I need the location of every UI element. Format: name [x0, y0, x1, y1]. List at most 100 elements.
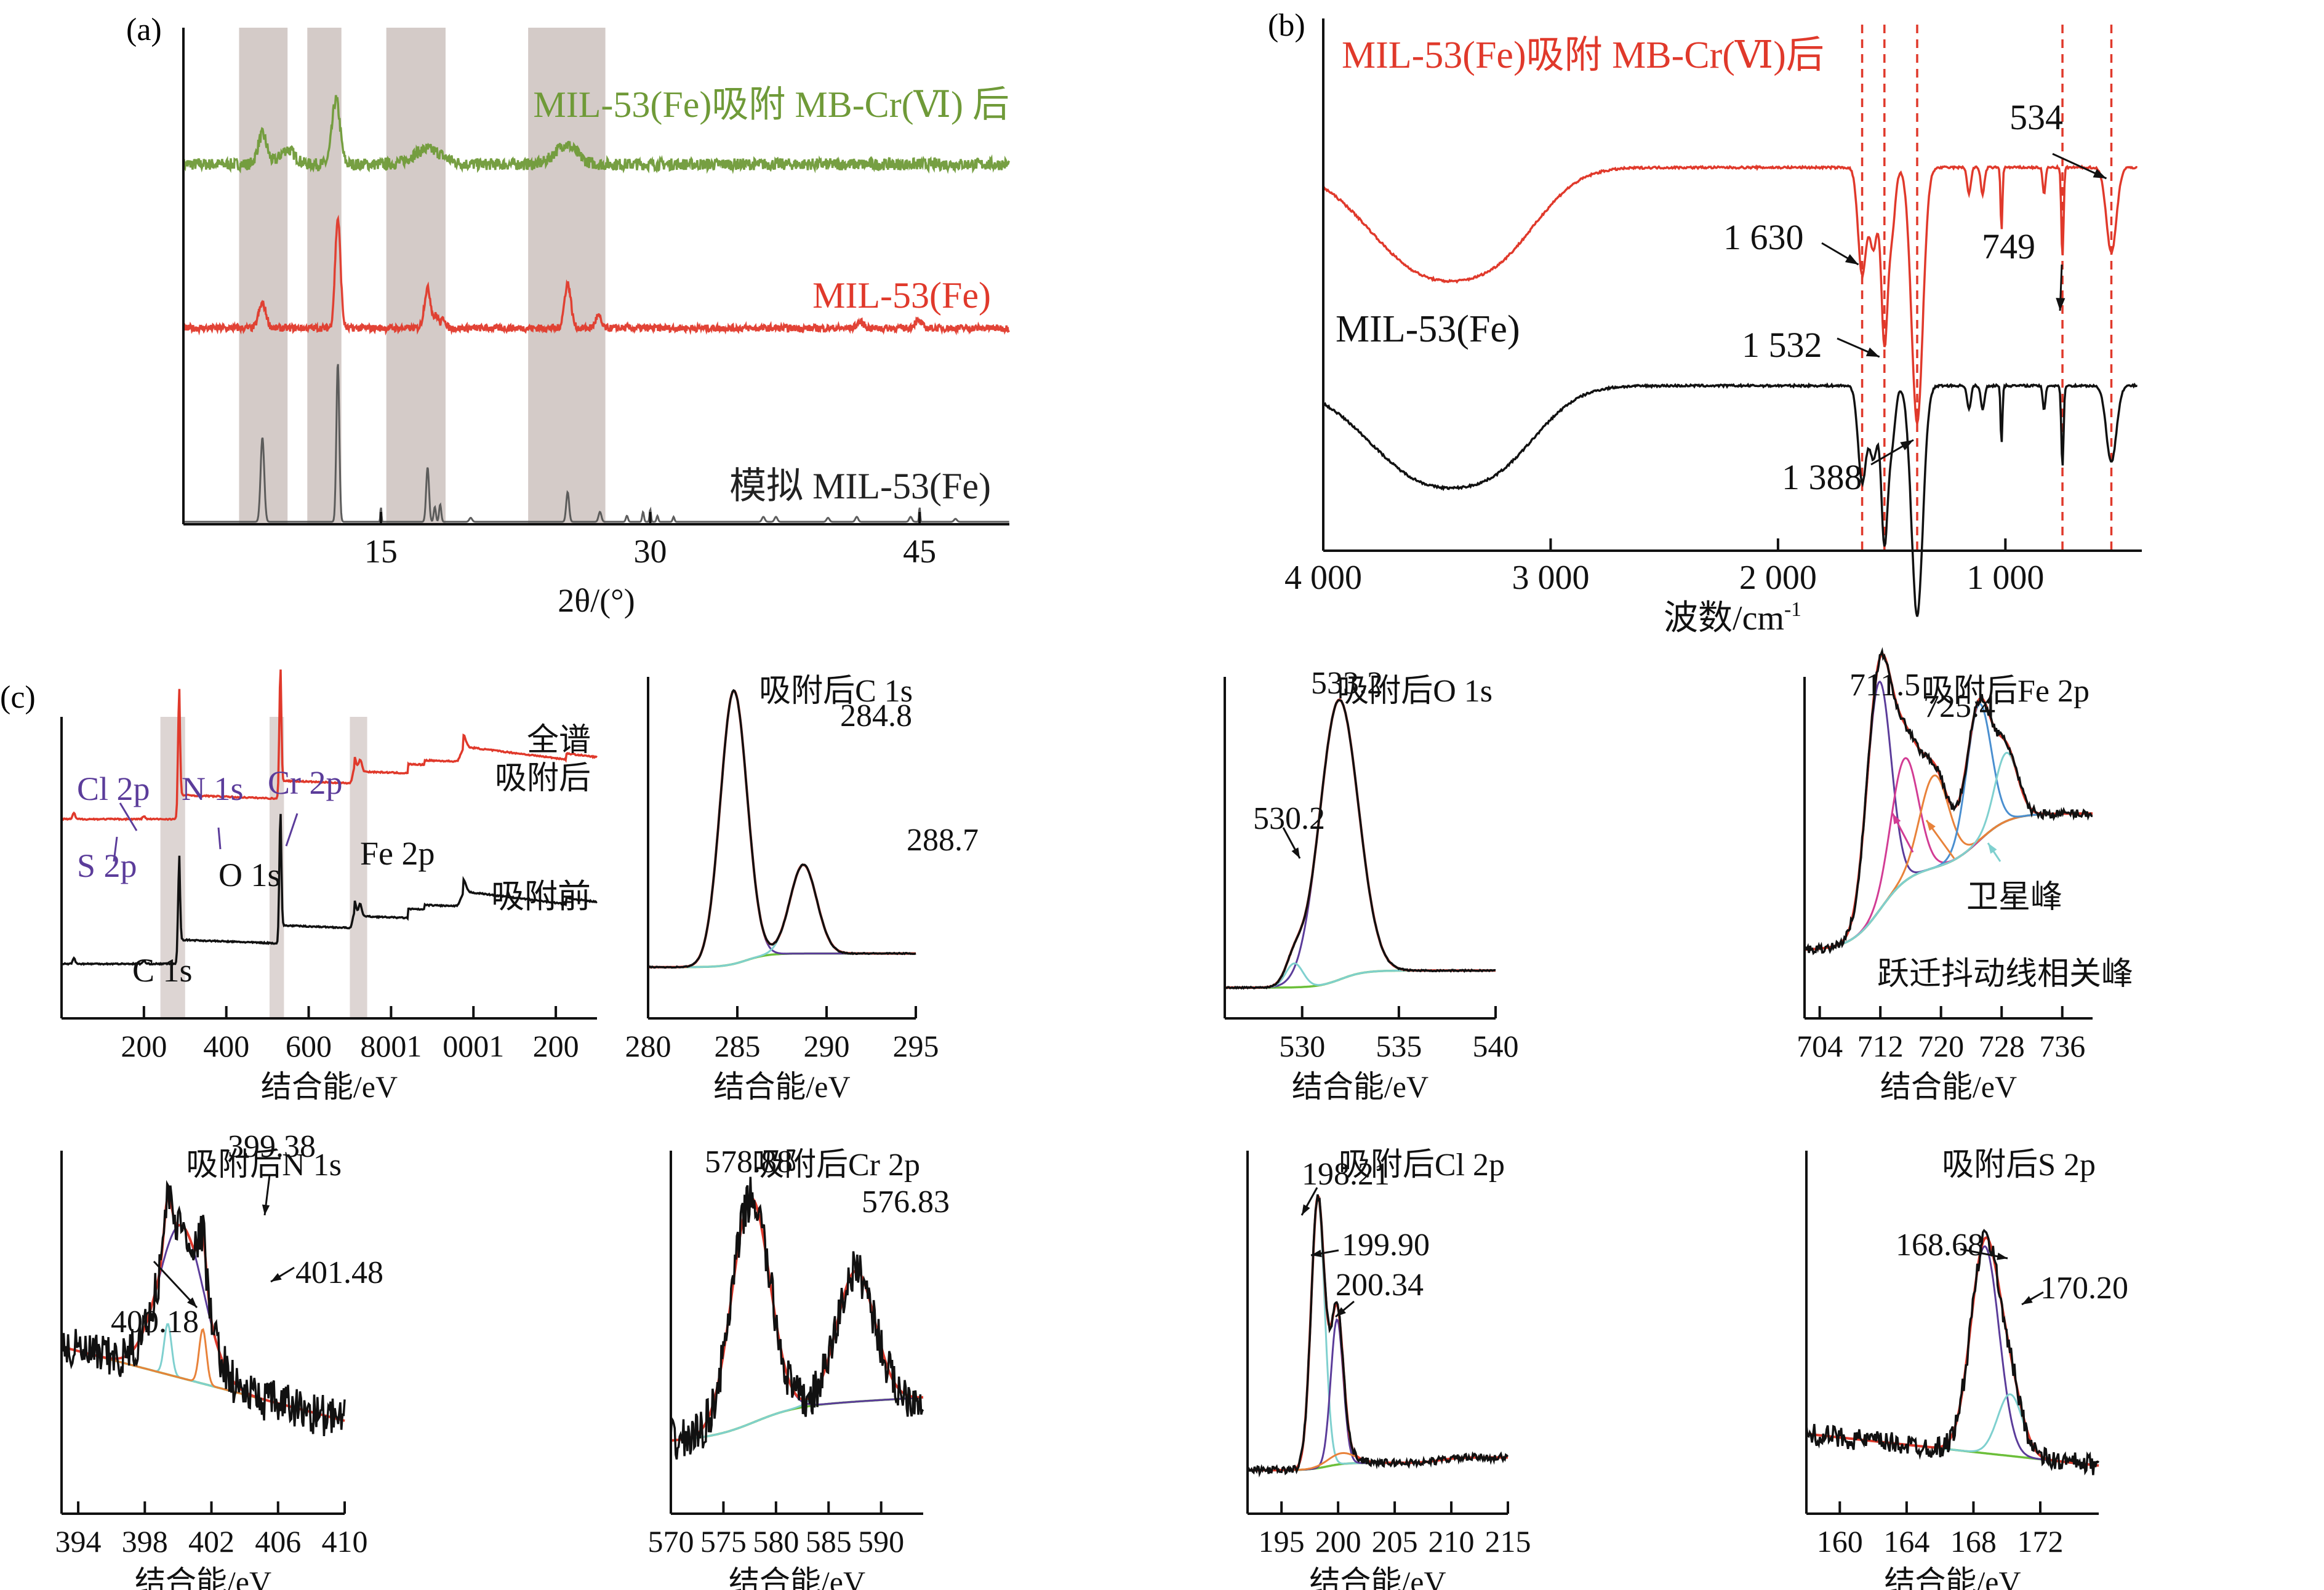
- raw-spectrum: [1803, 647, 2093, 956]
- annotation-arrowhead: [2022, 1296, 2033, 1304]
- component-peak-1: [1804, 757, 2093, 951]
- x-tick-label: 728: [1979, 1029, 2025, 1063]
- annotation-arrowhead: [187, 1297, 197, 1308]
- annotation-shakeup: 跃迁抖动线相关峰: [1877, 957, 2133, 992]
- component-peak-1: [1248, 1318, 1508, 1471]
- x-tick-label: 200: [1315, 1524, 1361, 1559]
- panel-label-c: (c): [0, 680, 36, 715]
- panel-c-n1s: 394 398 402 406 410 结合能/eV 吸附后N 1s 400.18 399.38…: [55, 1129, 383, 1590]
- annotation-arrowhead: [1302, 1204, 1310, 1215]
- fit-envelope: [1225, 698, 1496, 989]
- annotation-arrowhead: [262, 1204, 270, 1215]
- series-line-0: [1322, 164, 2138, 424]
- peak-value-label: 530.2: [1253, 801, 1325, 836]
- x-tick-label: 570: [648, 1524, 694, 1559]
- peak-label: Cl 2p: [77, 770, 150, 807]
- annotation-arrowhead: [1291, 847, 1300, 858]
- raw-spectrum: [647, 689, 916, 969]
- component-peak-1: [1225, 962, 1496, 989]
- highlight-band: [528, 28, 606, 524]
- panel-label-a: (a): [126, 12, 162, 47]
- x-tick-label: 410: [322, 1524, 368, 1559]
- x-tick-label: 30: [634, 533, 667, 570]
- raw-spectrum: [60, 1180, 346, 1436]
- peak-value-label: 711.5: [1849, 668, 1920, 703]
- subplot-title: 吸附后Fe 2p: [1921, 674, 2090, 709]
- panel-c-s2p: 160 164 168 172 结合能/eV 吸附后S 2p 168.68 170.20: [1805, 1148, 2128, 1590]
- annotation-arrowhead: [2093, 169, 2107, 178]
- component-peak-1: [648, 863, 916, 969]
- x-tick-label: 540: [1473, 1029, 1519, 1063]
- x-tick-label: 736: [2039, 1029, 2085, 1063]
- annotation-arrowhead: [2056, 298, 2066, 311]
- series-line-0: [182, 95, 1011, 175]
- series-label-after: MIL-53(Fe)吸附 MB-Cr(Ⅵ) 后: [533, 84, 1009, 125]
- peak-pointer-arrow: [217, 827, 222, 850]
- x-tick-label: 1 000: [1966, 559, 2044, 597]
- x-tick-label: 205: [1372, 1524, 1418, 1559]
- annotation-satellite: 卫星峰: [1966, 880, 2062, 915]
- x-axis-label: 结合能/eV: [1292, 1069, 1428, 1104]
- peak-value-label: 170.20: [2040, 1271, 2128, 1306]
- x-tick-label: 215: [1485, 1524, 1531, 1559]
- x-tick-label: 0001: [443, 1029, 504, 1063]
- peak-value-label: 284.8: [840, 698, 912, 733]
- panel-a-xrd: 15 30 45 2θ/(°) MIL-53(Fe)吸附 MB-Cr(Ⅵ) 后 MIL-5…: [182, 28, 1011, 619]
- peak-value-label: 399.38: [228, 1129, 316, 1164]
- peak-pointer-arrow: [285, 813, 299, 847]
- series-line-1: [61, 813, 598, 966]
- series-label-mil53: MIL-53(Fe): [1336, 308, 1520, 350]
- annotation-arrowhead: [271, 1273, 282, 1282]
- annotation-arrowhead: [1900, 440, 1913, 450]
- x-axis-label: 2θ/(°): [558, 582, 635, 619]
- x-axis-label: 结合能/eV: [713, 1069, 850, 1104]
- series-line-1: [182, 214, 1011, 336]
- peak-annotation: 749: [1982, 226, 2035, 266]
- raw-spectrum: [1224, 699, 1496, 990]
- raw-spectrum: [1805, 1228, 2100, 1476]
- x-tick-label: 160: [1817, 1524, 1863, 1559]
- x-tick-label: 45: [903, 533, 936, 570]
- x-tick-label: 195: [1259, 1524, 1305, 1559]
- x-tick-label: 2 000: [1739, 559, 1817, 597]
- peak-annotation: 1 388: [1782, 457, 1862, 497]
- x-axis-label: 结合能/eV: [261, 1069, 398, 1104]
- peak-value-label: 168.68: [1896, 1228, 1984, 1263]
- title-line: 吸附后: [495, 761, 591, 796]
- x-axis-label: 结合能/eV: [1884, 1565, 2021, 1590]
- peak-value-label: 401.48: [295, 1255, 383, 1290]
- x-tick-label: 164: [1883, 1524, 1929, 1559]
- peak-value-label: 576.83: [862, 1185, 950, 1220]
- subplot-title: 吸附后O 1s: [1337, 674, 1493, 709]
- annotation-arrowhead: [1336, 1307, 1346, 1317]
- x-tick-label: 168: [1950, 1524, 1997, 1559]
- x-tick-label: 200: [121, 1029, 167, 1063]
- x-tick-label: 398: [122, 1524, 168, 1559]
- x-tick-label: 394: [55, 1524, 102, 1559]
- x-tick-label: 535: [1376, 1029, 1422, 1063]
- x-axis-label: 结合能/eV: [729, 1565, 865, 1590]
- x-axis-label: 结合能/eV: [1309, 1565, 1446, 1590]
- x-axis-label: 波数/cm-1: [1664, 598, 1801, 637]
- peak-value-label: 200.34: [1336, 1268, 1424, 1303]
- subplot-title: 吸附后N 1s: [186, 1148, 342, 1183]
- x-tick-label: 704: [1797, 1029, 1843, 1063]
- x-tick-label: 295: [893, 1029, 939, 1063]
- x-tick-label: 3 000: [1512, 559, 1589, 597]
- x-tick-label: 200: [533, 1029, 579, 1063]
- x-tick-label: 720: [1918, 1029, 1964, 1063]
- x-tick-label: 406: [255, 1524, 301, 1559]
- peak-pointer-arrow: [119, 802, 138, 831]
- peak-value-label: 533.2: [1311, 666, 1383, 701]
- series-line-0: [61, 669, 598, 821]
- peak-label: Fe 2p: [360, 835, 435, 872]
- highlight-band: [350, 717, 367, 1018]
- x-tick-label: 600: [286, 1029, 332, 1063]
- annotation-arrowhead: [1311, 1250, 1322, 1258]
- annotation-arrowhead: [1865, 347, 1880, 357]
- subplot-title: 吸附后Cl 2p: [1339, 1148, 1505, 1183]
- series-label-simulated: 模拟 MIL-53(Fe): [729, 466, 991, 506]
